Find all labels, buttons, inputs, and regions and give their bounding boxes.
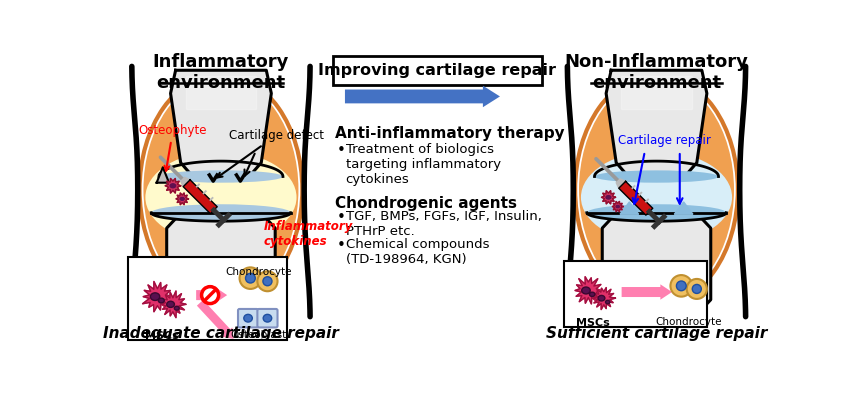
Ellipse shape	[692, 285, 701, 294]
Polygon shape	[612, 202, 623, 212]
Ellipse shape	[579, 78, 734, 301]
Ellipse shape	[150, 293, 160, 301]
Polygon shape	[171, 70, 271, 178]
Ellipse shape	[158, 298, 164, 303]
Polygon shape	[603, 217, 711, 311]
Ellipse shape	[586, 204, 726, 221]
Ellipse shape	[167, 301, 174, 307]
Text: Improving cartilage repair: Improving cartilage repair	[318, 63, 556, 78]
Text: Anti-inflammatory therapy: Anti-inflammatory therapy	[335, 127, 564, 141]
Text: Chondrogenic agents: Chondrogenic agents	[335, 196, 517, 211]
Polygon shape	[592, 288, 615, 310]
FancyBboxPatch shape	[128, 257, 286, 340]
Polygon shape	[620, 202, 638, 214]
FancyBboxPatch shape	[258, 309, 277, 327]
Polygon shape	[167, 217, 275, 311]
Ellipse shape	[145, 151, 297, 244]
Ellipse shape	[687, 279, 707, 299]
Ellipse shape	[151, 204, 291, 221]
Polygon shape	[184, 180, 218, 214]
Ellipse shape	[174, 306, 179, 310]
Polygon shape	[143, 281, 173, 312]
Ellipse shape	[179, 196, 185, 201]
Polygon shape	[616, 179, 626, 188]
Text: Chemical compounds
(TD-198964, KGN): Chemical compounds (TD-198964, KGN)	[346, 238, 490, 266]
Text: Inflammatory
cytokines: Inflammatory cytokines	[264, 220, 353, 248]
Text: MSCs: MSCs	[576, 318, 609, 328]
Ellipse shape	[677, 281, 686, 291]
Text: Osteoblast: Osteoblast	[230, 330, 286, 340]
Ellipse shape	[263, 277, 272, 286]
Text: Chondrocyte: Chondrocyte	[656, 317, 722, 327]
Ellipse shape	[589, 292, 595, 296]
Ellipse shape	[605, 300, 609, 304]
Ellipse shape	[594, 170, 718, 183]
Text: •: •	[337, 209, 345, 225]
Polygon shape	[185, 76, 256, 109]
Text: MSCs: MSCs	[145, 331, 178, 341]
Polygon shape	[619, 181, 653, 215]
Text: Chondrocyte: Chondrocyte	[225, 267, 292, 277]
Text: •: •	[337, 238, 345, 253]
Ellipse shape	[581, 151, 732, 244]
Ellipse shape	[246, 273, 255, 283]
Text: Inflammatory
environment: Inflammatory environment	[153, 53, 289, 92]
Ellipse shape	[264, 314, 272, 322]
Ellipse shape	[169, 183, 177, 189]
Ellipse shape	[159, 170, 283, 183]
FancyArrow shape	[197, 300, 234, 339]
Polygon shape	[606, 70, 707, 178]
Ellipse shape	[144, 78, 298, 301]
FancyArrow shape	[196, 287, 227, 303]
Text: Sufficient cartilage repair: Sufficient cartilage repair	[546, 326, 768, 341]
Text: Cartilage repair: Cartilage repair	[618, 134, 711, 147]
FancyBboxPatch shape	[564, 261, 707, 327]
Text: Inadequate cartilage repair: Inadequate cartilage repair	[103, 326, 339, 341]
Ellipse shape	[598, 296, 605, 301]
Ellipse shape	[244, 314, 252, 322]
Ellipse shape	[581, 287, 590, 294]
Ellipse shape	[615, 205, 620, 208]
Ellipse shape	[240, 267, 261, 289]
Ellipse shape	[258, 271, 277, 291]
Polygon shape	[602, 191, 615, 204]
Polygon shape	[162, 291, 185, 318]
Polygon shape	[575, 277, 601, 304]
Ellipse shape	[671, 275, 692, 297]
Polygon shape	[621, 76, 692, 109]
Polygon shape	[165, 178, 181, 193]
Polygon shape	[674, 202, 693, 214]
Ellipse shape	[605, 195, 612, 200]
Text: •: •	[337, 143, 345, 158]
FancyBboxPatch shape	[238, 309, 258, 327]
FancyArrow shape	[345, 86, 500, 107]
FancyArrow shape	[621, 284, 672, 300]
Polygon shape	[181, 177, 190, 187]
Circle shape	[201, 286, 218, 303]
Text: Osteophyte: Osteophyte	[139, 124, 207, 171]
Polygon shape	[176, 193, 189, 205]
FancyBboxPatch shape	[332, 56, 541, 85]
Text: TGF, BMPs, FGFs, IGF, Insulin,
PTHrP etc.: TGF, BMPs, FGFs, IGF, Insulin, PTHrP etc…	[346, 209, 541, 238]
Text: Cartilage defect: Cartilage defect	[218, 129, 324, 177]
Text: Treatment of biologics
targeting inflammatory
cytokines: Treatment of biologics targeting inflamm…	[346, 143, 501, 185]
Polygon shape	[156, 167, 169, 183]
Text: Non-Inflammatory
environment: Non-Inflammatory environment	[564, 53, 749, 92]
